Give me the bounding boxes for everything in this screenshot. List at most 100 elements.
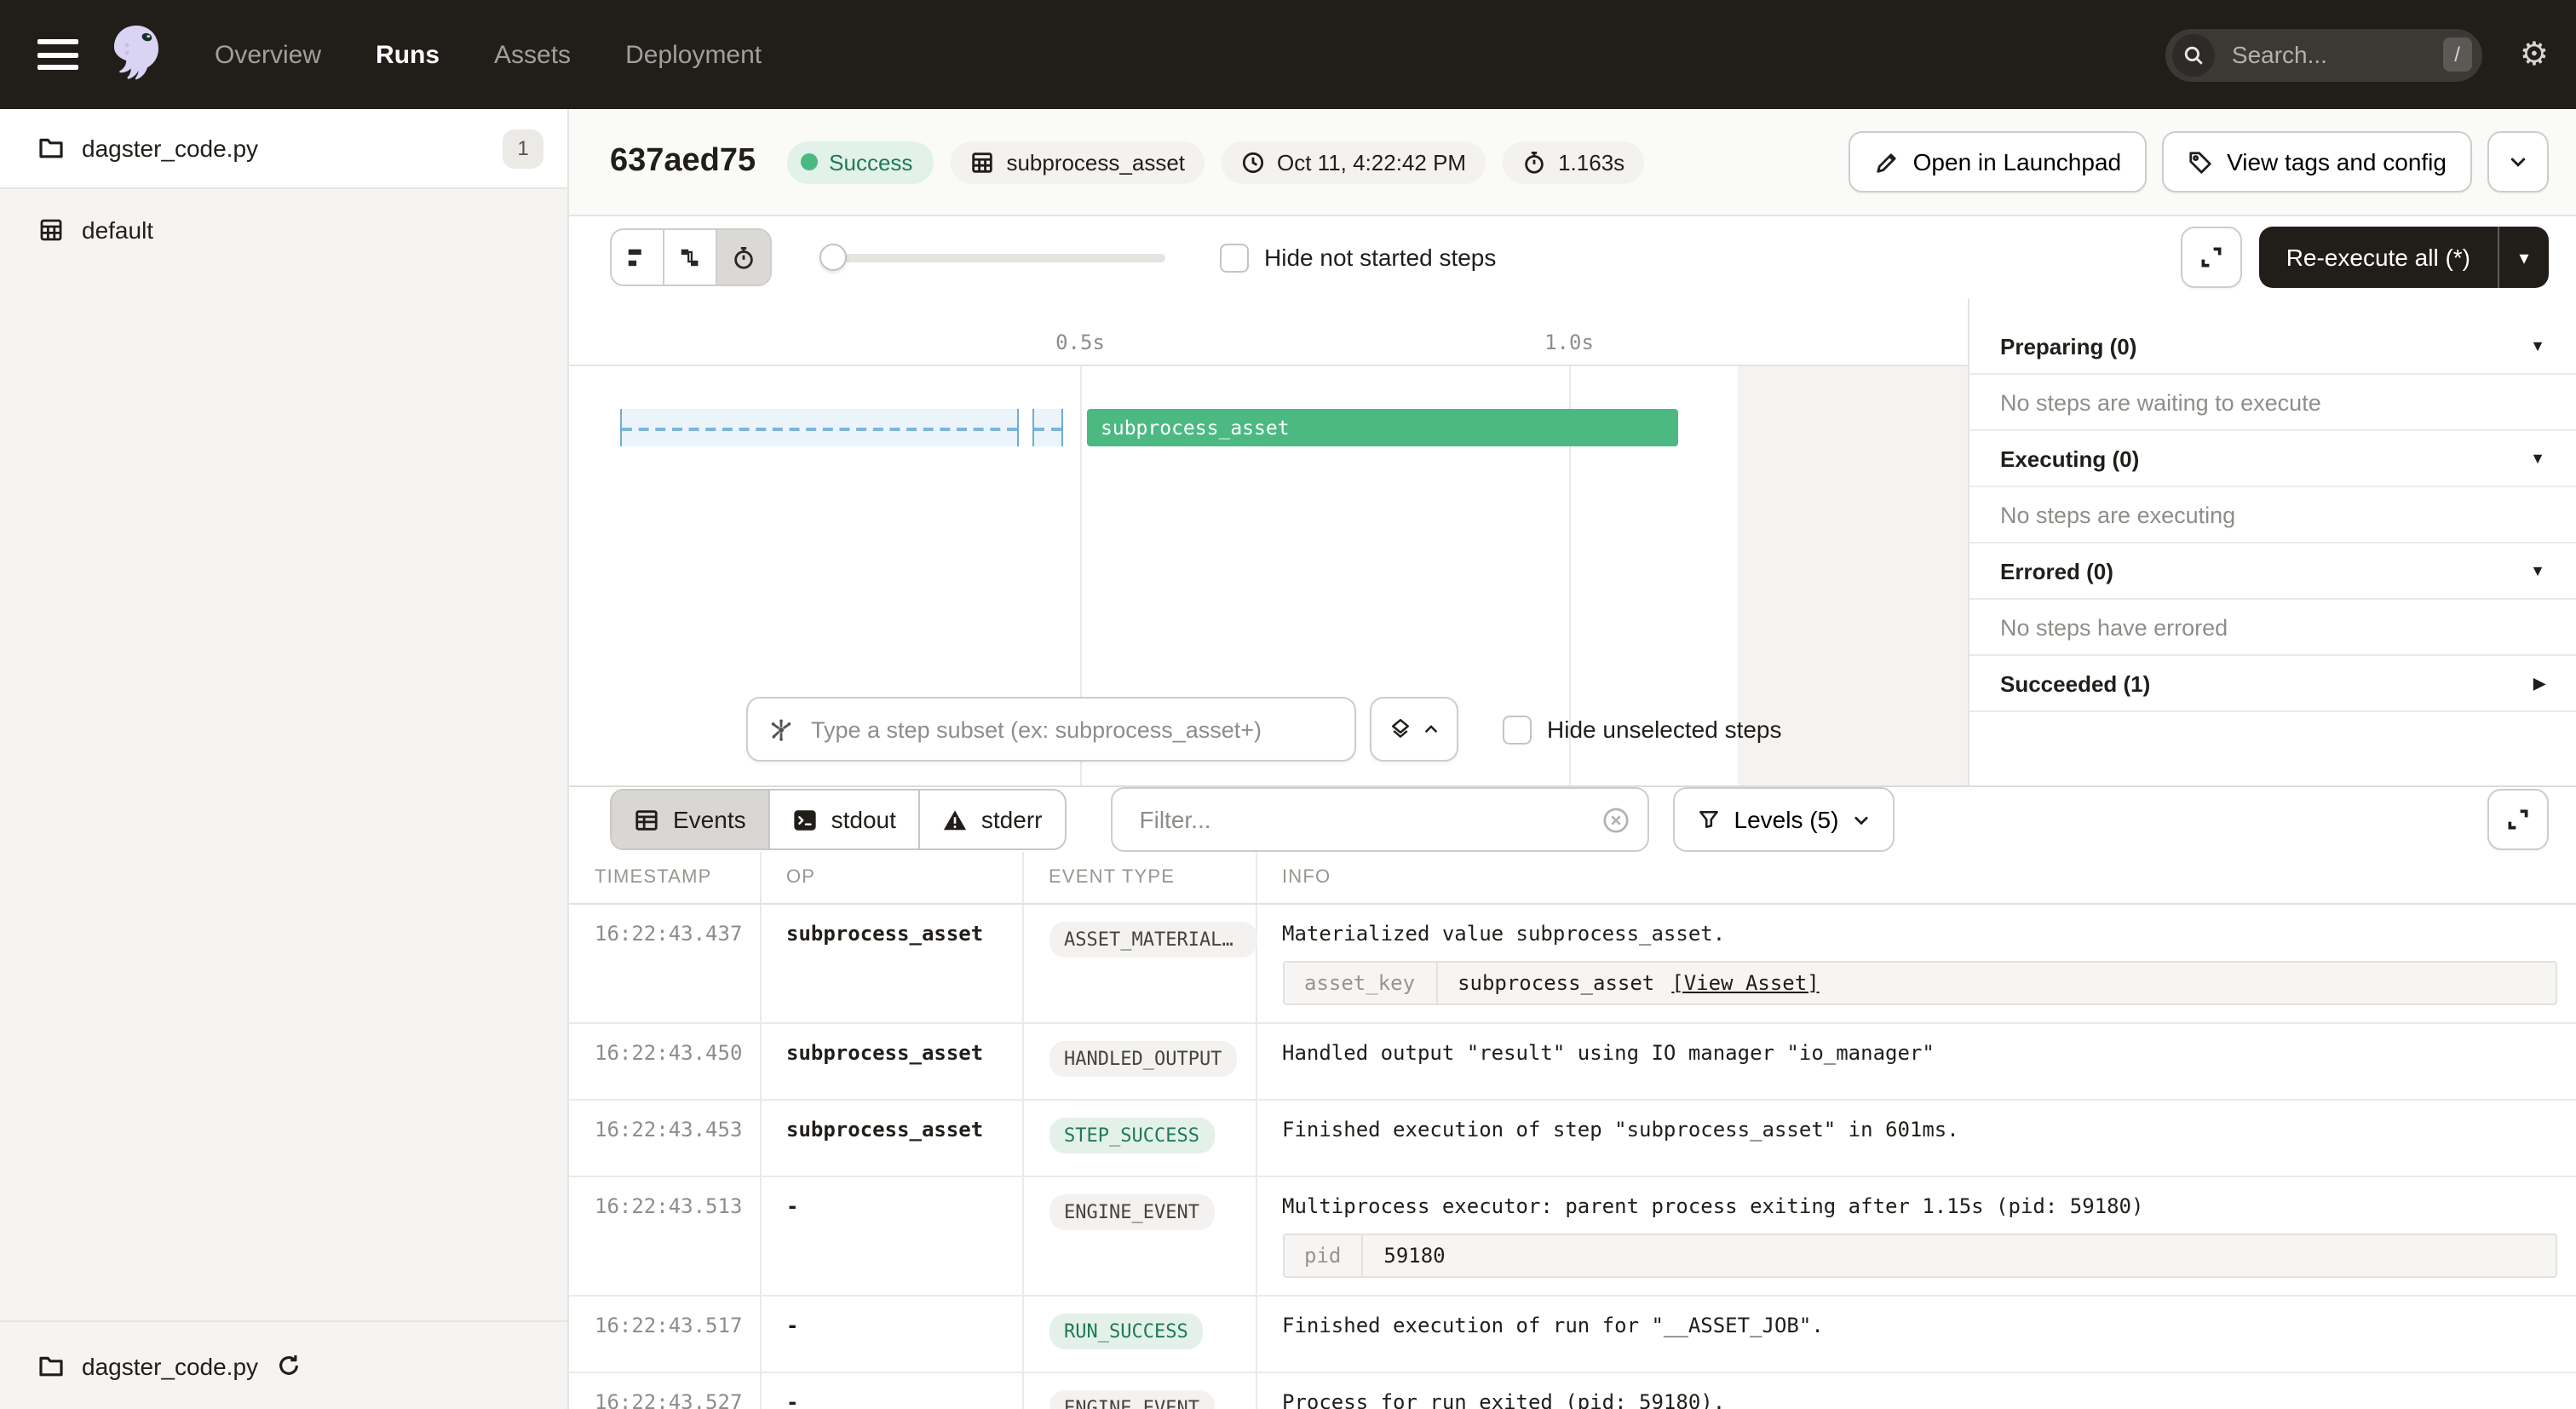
funnel-icon (1699, 810, 1718, 829)
pencil-icon (1876, 152, 1896, 172)
search-input[interactable] (2228, 39, 2416, 70)
clock-icon (1241, 151, 1263, 173)
col-op: OP (760, 852, 1023, 905)
timeline-tick: 0.5s (1055, 331, 1105, 354)
event-type-badge: STEP_SUCCESS (1049, 1118, 1215, 1153)
gantt-zoom-slider[interactable] (819, 244, 1165, 271)
reload-icon[interactable] (275, 1353, 301, 1378)
tab-events[interactable]: Events (612, 791, 770, 848)
col-timestamp: TIMESTAMP (569, 852, 761, 905)
gantt-waiting-bar (620, 409, 1019, 446)
event-type-badge: RUN_SUCCESS (1049, 1314, 1204, 1349)
log-filter (1110, 787, 1649, 852)
run-header-more-button[interactable] (2487, 131, 2549, 193)
table-row[interactable]: 16:22:43.527 - ENGINE_EVENT Process for … (569, 1372, 2576, 1409)
job-grid-icon (40, 219, 62, 241)
top-nav: Overview Runs Assets Deployment / ⚙ (0, 0, 2576, 109)
col-info: INFO (1256, 852, 2576, 905)
clear-filter-icon[interactable] (1601, 805, 1630, 834)
folder-icon (39, 1355, 63, 1376)
sidebar-item-default-repo[interactable]: default (0, 204, 567, 256)
run-id: 637aed75 (610, 143, 756, 179)
panel-empty-text: No steps are executing (1969, 487, 2576, 543)
nav-link-overview[interactable]: Overview (215, 40, 322, 69)
nav-link-runs[interactable]: Runs (376, 40, 440, 69)
layers-icon (1392, 718, 1409, 738)
tab-stdout[interactable]: stdout (770, 791, 920, 848)
run-status-badge: Success (786, 141, 934, 183)
table-row[interactable]: 16:22:43.517 - RUN_SUCCESS Finished exec… (569, 1296, 2576, 1373)
graph-query-toggle-button[interactable] (1370, 697, 1458, 762)
start-time-tag: Oct 11, 4:22:42 PM (1221, 141, 1486, 183)
event-type-badge: ENGINE_EVENT (1049, 1194, 1215, 1230)
events-toolbar: Events stdout stderr (569, 787, 2576, 852)
asset-tag[interactable]: subprocess_asset (950, 141, 1204, 183)
log-filter-input[interactable] (1136, 804, 1601, 835)
table-row[interactable]: 16:22:43.437 subprocess_asset ASSET_MATE… (569, 904, 2576, 1024)
event-info: Multiprocess executor: parent process ex… (1282, 1194, 2144, 1218)
global-search[interactable]: / (2165, 28, 2482, 81)
table-row[interactable]: 16:22:43.453 subprocess_asset STEP_SUCCE… (569, 1100, 2576, 1177)
panel-section-preparing[interactable]: Preparing (0) ▼ (1969, 319, 2576, 375)
slider-thumb[interactable] (819, 244, 847, 271)
checkbox-icon[interactable] (1503, 715, 1532, 744)
gantt-step-bar[interactable]: subprocess_asset (1087, 409, 1678, 446)
event-metadata: asset_key subprocess_asset [View Asset] (1282, 961, 2556, 1005)
reexecute-dropdown-caret[interactable]: ▾ (2498, 227, 2549, 288)
levels-filter-button[interactable]: Levels (5) (1672, 787, 1895, 852)
log-fullscreen-button[interactable] (2487, 789, 2549, 850)
step-status-panel: Preparing (0) ▼ No steps are waiting to e… (1968, 298, 2576, 785)
gantt-view-mode-group (610, 228, 772, 286)
log-tabs: Events stdout stderr (610, 789, 1067, 850)
nav-link-deployment[interactable]: Deployment (625, 40, 762, 69)
gantt-fullscreen-button[interactable] (2180, 227, 2242, 288)
hamburger-menu-icon[interactable] (37, 39, 78, 70)
panel-section-succeeded[interactable]: Succeeded (1) ▶ (1969, 656, 2576, 712)
checkbox-icon[interactable] (1220, 243, 1249, 272)
sidebar-item-code-location[interactable]: dagster_code.py 1 (0, 109, 567, 189)
run-count-badge: 1 (503, 129, 543, 168)
panel-section-executing[interactable]: Executing (0) ▼ (1969, 431, 2576, 487)
view-asset-link[interactable]: [View Asset] (1671, 971, 1820, 995)
step-subset-input-wrap (746, 697, 1356, 762)
caret-up-icon (1425, 725, 1437, 733)
gear-icon[interactable]: ⚙ (2519, 37, 2549, 72)
hide-unselected-checkbox[interactable]: Hide unselected steps (1503, 715, 1782, 744)
hide-not-started-checkbox[interactable]: Hide not started steps (1220, 243, 1496, 272)
reexecute-all-button[interactable]: Re-execute all (*) ▾ (2258, 227, 2549, 288)
table-icon (635, 809, 658, 830)
nav-links: Overview Runs Assets Deployment (215, 40, 762, 69)
sidebar: dagster_code.py 1 default dagster_code.p… (0, 109, 569, 1409)
view-tags-config-button[interactable]: View tags and config (2162, 131, 2472, 193)
caret-down-icon: ▼ (2530, 562, 2545, 579)
code-location-label: dagster_code.py (82, 1352, 259, 1379)
event-log-table: TIMESTAMP OP EVENT TYPE INFO 16:22:43.43… (569, 852, 2576, 1409)
view-mode-waterfall-icon[interactable] (664, 230, 717, 285)
event-type-badge: ENGINE_EVENT (1049, 1390, 1215, 1409)
table-row[interactable]: 16:22:43.513 - ENGINE_EVENT Multiprocess… (569, 1176, 2576, 1297)
run-header: 637aed75 Success subprocess_asset Oct 11… (569, 109, 2576, 216)
event-info: Materialized value subprocess_asset. (1282, 922, 1726, 946)
events-section: Events stdout stderr (569, 787, 2576, 1409)
event-info: Handled output "result" using IO manager… (1282, 1041, 1935, 1065)
dagster-logo-icon[interactable] (102, 20, 170, 89)
step-subset-input[interactable] (808, 715, 1334, 744)
gantt-toolbar: Hide not started steps Re-execute all (*… (569, 216, 2576, 298)
asset-grid-icon (971, 152, 992, 172)
view-mode-timed-icon[interactable] (717, 230, 770, 285)
event-metadata: pid 59180 (1282, 1234, 2556, 1278)
table-row[interactable]: 16:22:43.450 subprocess_asset HANDLED_OU… (569, 1023, 2576, 1101)
nav-link-assets[interactable]: Assets (494, 40, 572, 69)
folder-icon (39, 138, 63, 158)
panel-section-errored[interactable]: Errored (0) ▼ (1969, 543, 2576, 600)
status-dot-icon (800, 153, 818, 170)
open-in-launchpad-button[interactable]: Open in Launchpad (1848, 131, 2148, 193)
console-icon (793, 809, 816, 830)
sidebar-item-label: dagster_code.py (82, 135, 259, 162)
tab-stderr[interactable]: stderr (920, 791, 1065, 848)
view-mode-flat-icon[interactable] (612, 230, 664, 285)
warning-icon (943, 809, 967, 830)
caret-down-icon: ▼ (2530, 450, 2545, 467)
table-header-row: TIMESTAMP OP EVENT TYPE INFO (569, 852, 2576, 905)
panel-empty-text: No steps are waiting to execute (1969, 375, 2576, 431)
